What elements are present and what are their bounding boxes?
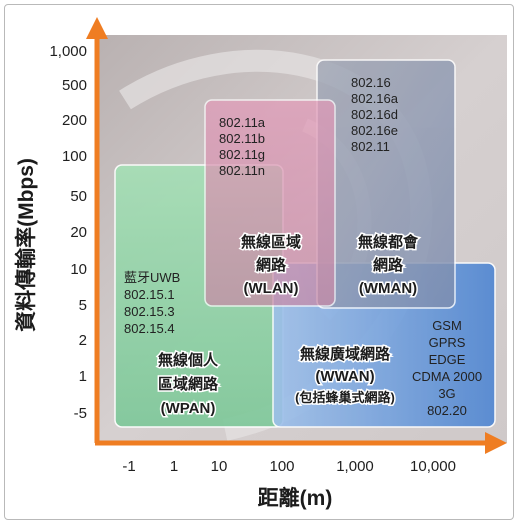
wwan-standard: GSM — [432, 318, 462, 333]
y-tick: 20 — [70, 224, 87, 241]
wpan-title: 區域網路 — [158, 375, 219, 393]
y-tick: 2 — [79, 332, 87, 349]
diagram-frame: 1,000 500 200 100 50 20 10 5 2 1 -5 -1 1… — [4, 4, 514, 520]
wman-standard: 802.16e — [351, 123, 398, 138]
wwan-standard: GPRS — [429, 335, 466, 350]
wwan-standard: CDMA 2000 — [412, 369, 482, 384]
wman-title: 無線都會 — [358, 233, 419, 251]
y-tick: 50 — [70, 188, 87, 205]
y-tick: 500 — [62, 77, 87, 94]
x-tick: 10 — [211, 458, 228, 475]
wlan-title: 無線區域 — [241, 233, 301, 251]
x-axis-label: 距離(m) — [258, 486, 333, 510]
wpan-standard: 802.15.1 — [124, 287, 175, 302]
wlan-standard: 802.11n — [219, 163, 265, 178]
wlan-standard: 802.11g — [219, 147, 265, 162]
wlan-standard: 802.11b — [219, 131, 265, 146]
wman-standard: 802.16d — [351, 107, 398, 122]
y-tick: 5 — [79, 297, 87, 314]
wlan-region — [204, 99, 336, 307]
wwan-standard: 3G — [438, 386, 455, 401]
wpan-title: (WPAN) — [161, 400, 216, 417]
y-tick: 1,000 — [49, 43, 87, 60]
wpan-standard: 802.15.3 — [124, 304, 175, 319]
wwan-title: (包括蜂巢式網路) — [295, 390, 395, 405]
y-tick: 100 — [62, 148, 87, 165]
wpan-standard: 藍牙UWB — [124, 270, 180, 285]
x-tick: 100 — [269, 458, 294, 475]
y-tick: -5 — [74, 405, 87, 422]
wlan-standard: 802.11a — [219, 115, 266, 130]
wman-standard: 802.11 — [351, 139, 390, 154]
wpan-standard: 802.15.4 — [124, 321, 175, 336]
wwan-title: (WWAN) — [315, 368, 374, 385]
y-tick: 1 — [79, 368, 87, 385]
wlan-title: 網路 — [256, 256, 287, 274]
x-tick: 1,000 — [336, 458, 374, 475]
y-tick: 200 — [62, 112, 87, 129]
wpan-title: 無線個人 — [158, 351, 219, 369]
wlan-title: (WLAN) — [244, 280, 299, 297]
y-tick: 10 — [70, 261, 87, 278]
wman-title: (WMAN) — [359, 280, 417, 297]
x-tick: -1 — [122, 458, 135, 475]
wireless-range-diagram: 1,000 500 200 100 50 20 10 5 2 1 -5 -1 1… — [14, 17, 507, 510]
x-tick: 1 — [170, 458, 178, 475]
y-axis-arrow — [86, 17, 108, 39]
wman-standard: 802.16 — [351, 75, 391, 90]
wwan-title: 無線廣域網路 — [300, 345, 391, 363]
wwan-standard: EDGE — [429, 352, 466, 367]
wman-title: 網路 — [373, 256, 404, 274]
wwan-standard: 802.20 — [427, 403, 467, 418]
x-axis-arrow — [485, 432, 507, 454]
wman-standard: 802.16a — [351, 91, 399, 106]
y-axis-label: 資料傳輸率(Mbps) — [14, 158, 38, 332]
x-tick: 10,000 — [410, 458, 456, 475]
